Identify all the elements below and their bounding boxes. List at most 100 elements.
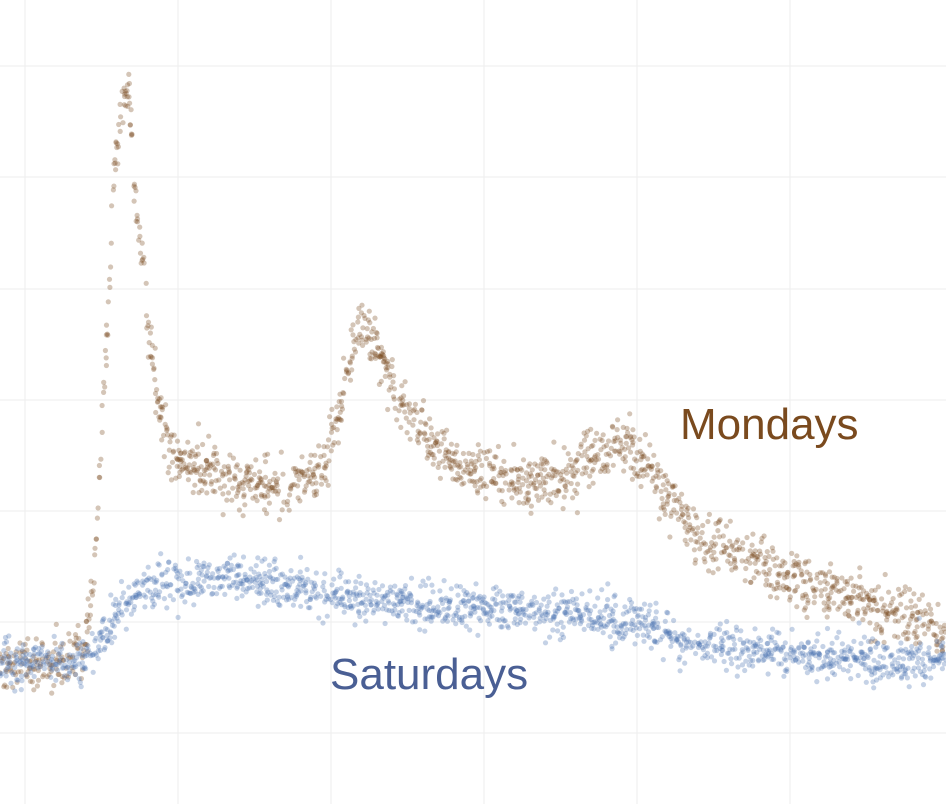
data-point-mondays [621, 468, 627, 474]
data-point-saturdays [682, 660, 688, 666]
data-point-mondays [226, 469, 232, 475]
data-point-mondays [375, 345, 381, 351]
data-point-saturdays [496, 617, 502, 623]
data-point-mondays [47, 665, 53, 672]
data-point-mondays [940, 644, 946, 650]
data-point-saturdays [392, 602, 398, 609]
data-point-saturdays [758, 644, 764, 650]
data-point-saturdays [751, 651, 757, 657]
data-point-saturdays [89, 630, 95, 637]
data-point-mondays [542, 491, 548, 497]
data-point-saturdays [285, 584, 292, 590]
data-point-saturdays [382, 593, 388, 599]
data-point-mondays [324, 444, 331, 450]
data-point-mondays [782, 575, 788, 581]
data-point-saturdays [349, 605, 355, 611]
data-point-saturdays [654, 620, 661, 626]
data-point-saturdays [474, 604, 480, 611]
data-point-mondays [464, 461, 470, 468]
data-point-mondays [892, 618, 898, 624]
data-point-saturdays [346, 597, 352, 604]
data-point-mondays [529, 467, 535, 473]
data-point-mondays [902, 588, 908, 595]
data-point-saturdays [40, 661, 46, 667]
data-point-mondays [908, 598, 914, 604]
data-point-saturdays [335, 601, 341, 607]
data-point-mondays [474, 488, 480, 494]
data-point-mondays [349, 355, 355, 361]
data-point-saturdays [940, 655, 946, 661]
data-point-mondays [579, 453, 585, 459]
data-point-saturdays [164, 584, 170, 590]
data-point-saturdays [551, 591, 557, 597]
data-point-mondays [503, 467, 509, 474]
data-point-saturdays [22, 661, 28, 667]
data-point-mondays [434, 438, 440, 444]
data-point-mondays [139, 257, 145, 263]
data-point-mondays [352, 349, 359, 355]
data-point-saturdays [888, 652, 894, 659]
data-point-saturdays [515, 611, 522, 617]
data-point-mondays [404, 430, 410, 436]
data-point-saturdays [616, 630, 622, 637]
data-point-mondays [749, 553, 755, 559]
data-point-saturdays [619, 630, 625, 636]
data-point-saturdays [664, 609, 670, 616]
data-point-mondays [374, 344, 381, 351]
data-point-mondays [329, 421, 335, 427]
data-point-saturdays [331, 593, 337, 599]
data-point-saturdays [904, 675, 911, 681]
data-point-saturdays [733, 655, 739, 661]
data-point-mondays [97, 474, 103, 481]
data-point-mondays [790, 574, 796, 580]
data-point-saturdays [510, 593, 516, 599]
data-point-saturdays [430, 614, 436, 620]
data-point-saturdays [586, 616, 592, 622]
data-point-saturdays [908, 648, 914, 654]
data-point-saturdays [731, 641, 738, 647]
data-point-mondays [93, 536, 99, 542]
data-point-saturdays [365, 586, 371, 592]
data-point-saturdays [79, 660, 85, 666]
data-point-mondays [813, 586, 819, 593]
data-point-saturdays [389, 589, 396, 595]
data-point-mondays [588, 457, 594, 463]
data-point-saturdays [211, 575, 217, 581]
data-point-saturdays [852, 657, 858, 663]
data-point-mondays [195, 451, 201, 457]
data-point-saturdays [144, 577, 150, 583]
data-point-saturdays [343, 579, 349, 585]
data-point-saturdays [775, 646, 781, 652]
data-point-saturdays [408, 600, 414, 606]
data-point-mondays [540, 461, 546, 467]
data-point-mondays [525, 497, 532, 503]
data-point-saturdays [831, 657, 837, 664]
data-point-saturdays [837, 664, 843, 670]
data-point-mondays [81, 647, 87, 653]
data-point-mondays [610, 462, 616, 468]
data-point-mondays [471, 462, 477, 468]
data-point-mondays [584, 465, 590, 471]
data-point-mondays [182, 449, 188, 455]
data-point-mondays [478, 475, 484, 481]
data-point-saturdays [371, 607, 377, 613]
data-point-saturdays [387, 584, 393, 590]
data-point-mondays [571, 473, 577, 479]
data-point-mondays [527, 471, 534, 477]
data-point-mondays [449, 450, 456, 456]
data-point-saturdays [93, 635, 99, 641]
data-point-mondays [647, 442, 653, 448]
data-point-saturdays [259, 577, 265, 583]
data-point-mondays [574, 510, 581, 516]
data-point-mondays [605, 468, 611, 474]
data-point-mondays [635, 471, 641, 477]
data-point-saturdays [666, 634, 672, 640]
data-point-saturdays [116, 602, 122, 608]
data-point-mondays [825, 596, 831, 602]
data-point-saturdays [338, 585, 344, 591]
data-point-mondays [252, 485, 258, 491]
data-point-mondays [301, 472, 308, 478]
data-point-saturdays [54, 662, 60, 668]
data-point-mondays [532, 477, 539, 483]
data-point-saturdays [537, 615, 543, 621]
